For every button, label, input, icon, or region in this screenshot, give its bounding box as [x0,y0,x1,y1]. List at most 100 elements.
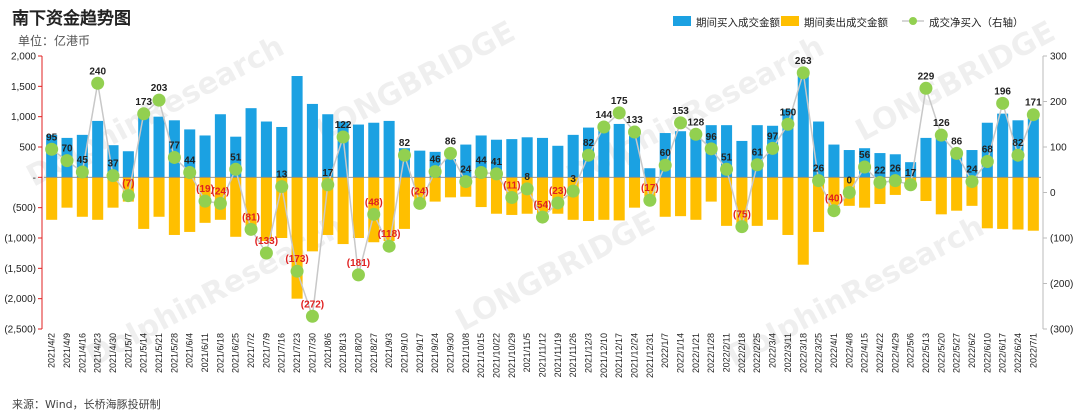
x-tick-label: 2021/4/2 [47,333,57,368]
buy-bar [230,136,242,178]
x-tick-label: 2021/9/24 [430,333,440,373]
x-tick-label: 2021/8/6 [323,333,333,368]
x-tick-label: 2021/7/23 [292,333,302,373]
x-tick-label: 2021/10/22 [491,333,501,378]
buy-bar [828,144,840,178]
sell-bar [536,177,549,218]
x-tick-label: 2021/10/15 [476,333,486,378]
buy-bar [490,139,503,178]
buy-bar [138,116,150,178]
x-tick-label: 2022/2/11 [722,333,732,372]
buy-bar [951,153,963,178]
net-buy-point [551,196,565,210]
net-buy-data-label: 82 [399,138,411,149]
y-right-tick-label: (300) [1050,325,1073,336]
x-tick-label: 2021/12/10 [599,333,609,378]
net-buy-data-label: 86 [951,136,963,147]
sell-bar [61,177,73,208]
net-buy-data-label: 44 [476,155,488,166]
y-right-tick-label: 100 [1050,143,1067,154]
net-buy-point [520,182,534,196]
x-tick-label: 2022/6/10 [982,333,992,373]
net-buy-data-label: 150 [780,107,797,118]
buy-bar [874,153,886,178]
x-tick-label: 2021/5/21 [154,333,164,373]
net-buy-point [796,66,810,80]
net-buy-data-label: 26 [813,164,825,175]
net-buy-data-label: 173 [135,97,152,108]
buy-bar [76,134,88,178]
x-tick-label: 2021/8/13 [338,333,348,373]
sell-bar [383,177,395,242]
net-buy-data-label: 17 [905,168,917,179]
net-buy-data-label: 51 [230,152,242,163]
sell-bar [767,177,779,220]
net-buy-point [689,127,703,141]
buy-bar [153,116,165,178]
legend-net-marker [909,17,917,25]
net-buy-data-label: 82 [1012,138,1024,149]
sell-bar [874,177,886,205]
net-buy-point [873,175,887,189]
legend-net-label: 成交净买入（右轴） [929,16,1024,29]
sell-bar [981,177,993,229]
net-buy-point [213,196,227,210]
sell-bar [46,177,58,220]
buy-bar [460,144,472,178]
x-tick-label: 2021/4/9 [62,333,72,368]
x-tick-label: 2022/3/11 [783,333,793,372]
x-axis-tick-labels: 2021/4/2 2021/4/9 2021/4/16 2021/4/23 2021/4… [47,333,1039,378]
net-buy-data-labels: 95704524037(7)1732037744(19)(24)51(81)(1… [46,56,1042,310]
sell-bar [230,177,242,237]
sell-bar [322,177,334,235]
net-buy-point [367,207,381,221]
sell-bar [521,177,533,214]
x-tick-label: 2021/9/17 [415,333,425,373]
net-buy-point [904,178,918,192]
x-tick-label: 2022/2/25 [752,333,762,373]
sell-bar [797,177,809,265]
net-buy-point [305,309,319,323]
net-buy-data-label: 61 [752,148,764,159]
net-buy-data-label: 56 [859,150,871,161]
net-buy-data-label: 144 [596,110,613,121]
net-buy-data-label: 133 [626,115,643,126]
legend-buy-label: 期间买入成交金额 [696,16,780,29]
buy-bar [306,103,318,178]
net-buy-point [183,165,197,179]
net-buy-data-label: 22 [874,165,886,176]
x-tick-label: 2021/10/8 [461,333,471,373]
buy-bar [444,159,456,178]
buy-bar [383,120,395,178]
net-buy-point [91,76,105,90]
x-tick-label: 2021/11/26 [568,333,578,377]
x-tick-label: 2021/9/10 [399,333,409,373]
net-buy-data-label: 51 [721,152,733,163]
net-buy-data-label: 171 [1025,98,1042,109]
buy-bar [644,168,656,178]
x-tick-label: 2022/5/6 [906,333,916,368]
x-tick-label: 2021/6/4 [185,333,195,368]
x-tick-label: 2021/12/24 [630,333,640,378]
net-buy-data-label: 86 [445,136,457,147]
sell-bar [859,177,871,208]
net-buy-point [244,222,258,236]
net-buy-point [781,117,795,131]
net-buy-point [750,158,764,172]
buy-bar [352,124,364,178]
buy-bar [122,151,134,178]
x-tick-label: 2022/2/18 [737,333,747,373]
sell-bar [168,177,180,235]
buy-bar [905,162,917,178]
buy-bar [1027,118,1039,178]
net-buy-point [628,125,642,139]
x-tick-label: 2022/3/25 [814,333,824,373]
net-buy-data-label: 46 [430,155,442,166]
net-buy-point [167,150,181,164]
x-tick-label: 2021/4/23 [93,333,103,373]
buy-bar [245,108,257,178]
buy-bar [889,154,901,178]
sell-bar [76,177,88,217]
buy-bar [414,150,426,178]
sell-bar [337,177,349,245]
